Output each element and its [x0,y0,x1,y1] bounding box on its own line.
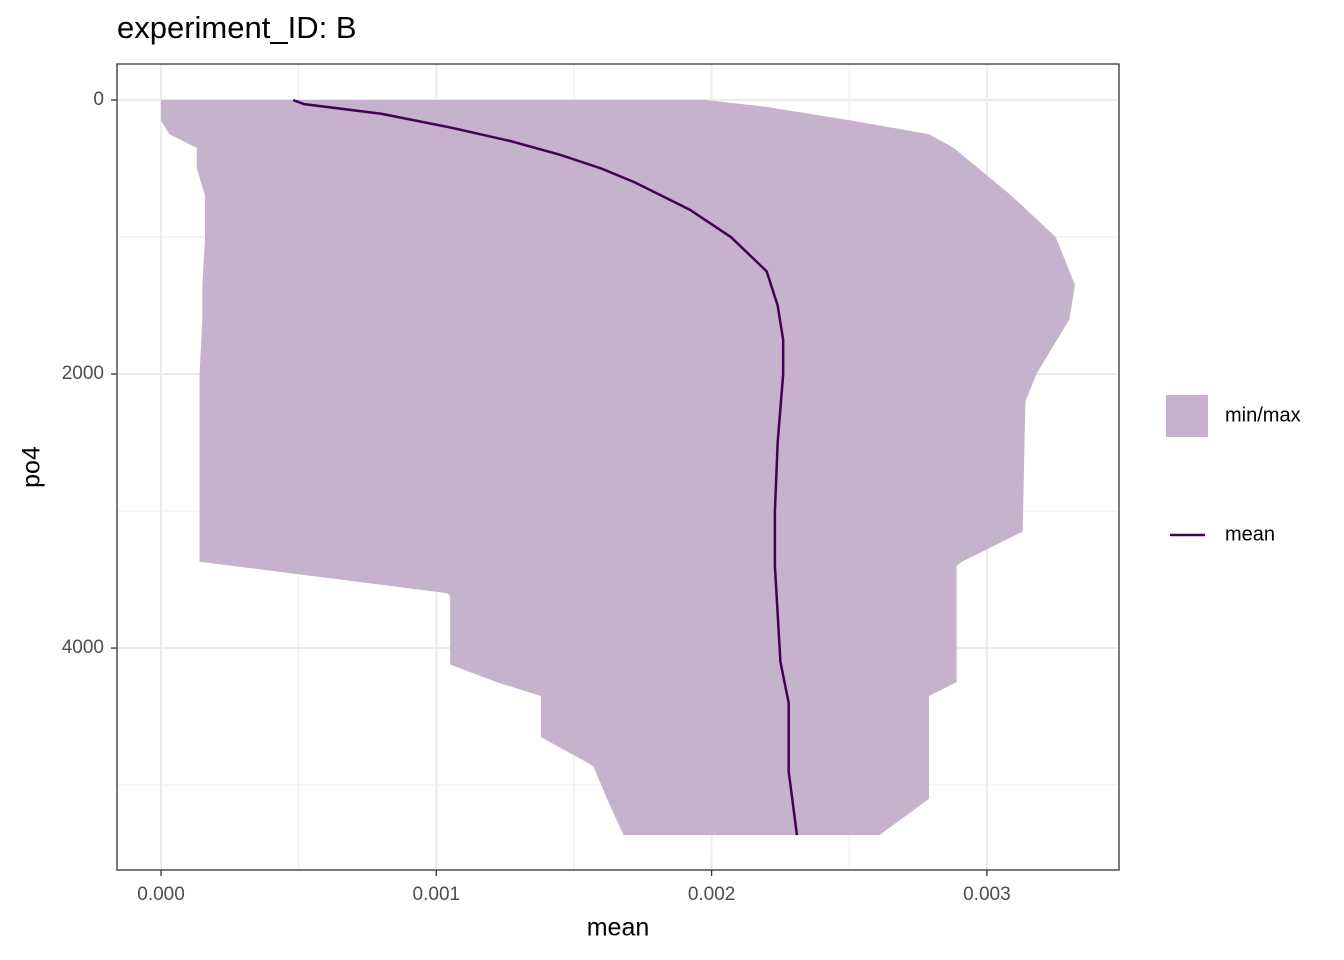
panel-border [116,63,1120,871]
x-tick-label: 0.000 [137,884,185,905]
x-tick-label: 0.002 [688,884,736,905]
x-tick-label: 0.001 [413,884,461,905]
chart-title: experiment_ID: B [117,10,357,45]
mean-line [292,98,799,836]
x-tick-label: 0.003 [963,884,1011,905]
y-tick-label: 4000 [62,637,104,658]
legend-label: mean [1225,523,1275,545]
y-tick-label: 2000 [62,363,104,384]
ribbon [161,100,1075,836]
y-tick-label: 0 [93,89,104,110]
y-axis-label: po4 [18,446,46,488]
x-axis-label: mean [587,914,650,942]
legend-label: min/max [1225,404,1301,426]
legend-swatch [1166,395,1208,437]
